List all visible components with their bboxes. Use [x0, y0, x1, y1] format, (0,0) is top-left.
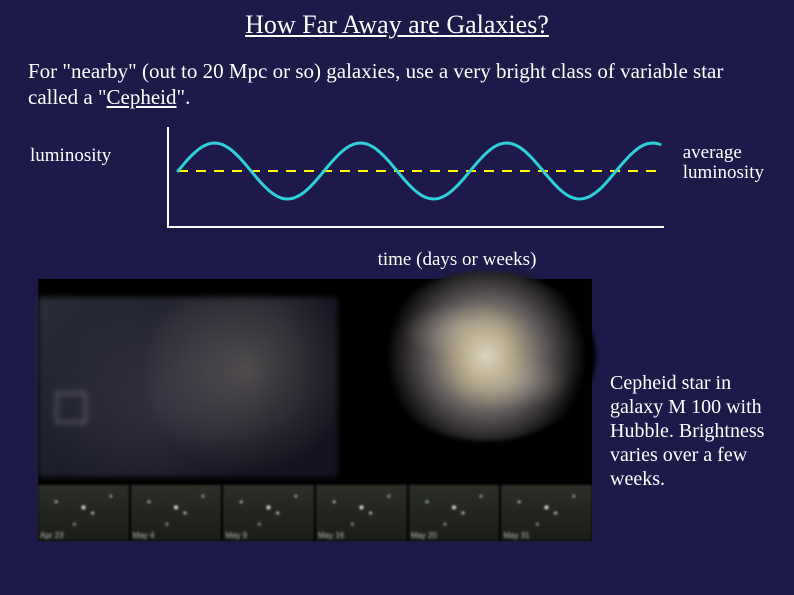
image-caption: Cepheid star in galaxy M 100 with Hubble… [610, 371, 770, 491]
image-row: Cepheid star in galaxy M 100 with Hubble… [0, 279, 794, 547]
description-post: ". [177, 85, 191, 109]
description-underlined: Cepheid [107, 85, 177, 109]
target-marker [56, 393, 86, 423]
page-title: How Far Away are Galaxies? [0, 0, 794, 58]
average-luminosity-label: average luminosity [683, 143, 764, 185]
luminosity-chart: luminosity average luminosity [0, 125, 794, 245]
thumbnail [316, 485, 407, 541]
spiral-galaxy [376, 271, 596, 441]
thumbnail-strip [38, 483, 592, 541]
thumbnail [501, 485, 592, 541]
thumbnail [409, 485, 500, 541]
thumbnail [223, 485, 314, 541]
chart-svg [160, 125, 670, 233]
description-text: For "nearby" (out to 20 Mpc or so) galax… [0, 58, 794, 121]
x-axis-label: time (days or weeks) [0, 249, 794, 271]
galaxy-image [38, 279, 592, 541]
thumbnail [38, 485, 129, 541]
avg-label-line1: average [683, 142, 742, 163]
wide-field-image [38, 297, 338, 477]
thumbnail [131, 485, 222, 541]
y-axis-label: luminosity [30, 145, 111, 167]
avg-label-line2: luminosity [683, 162, 764, 183]
